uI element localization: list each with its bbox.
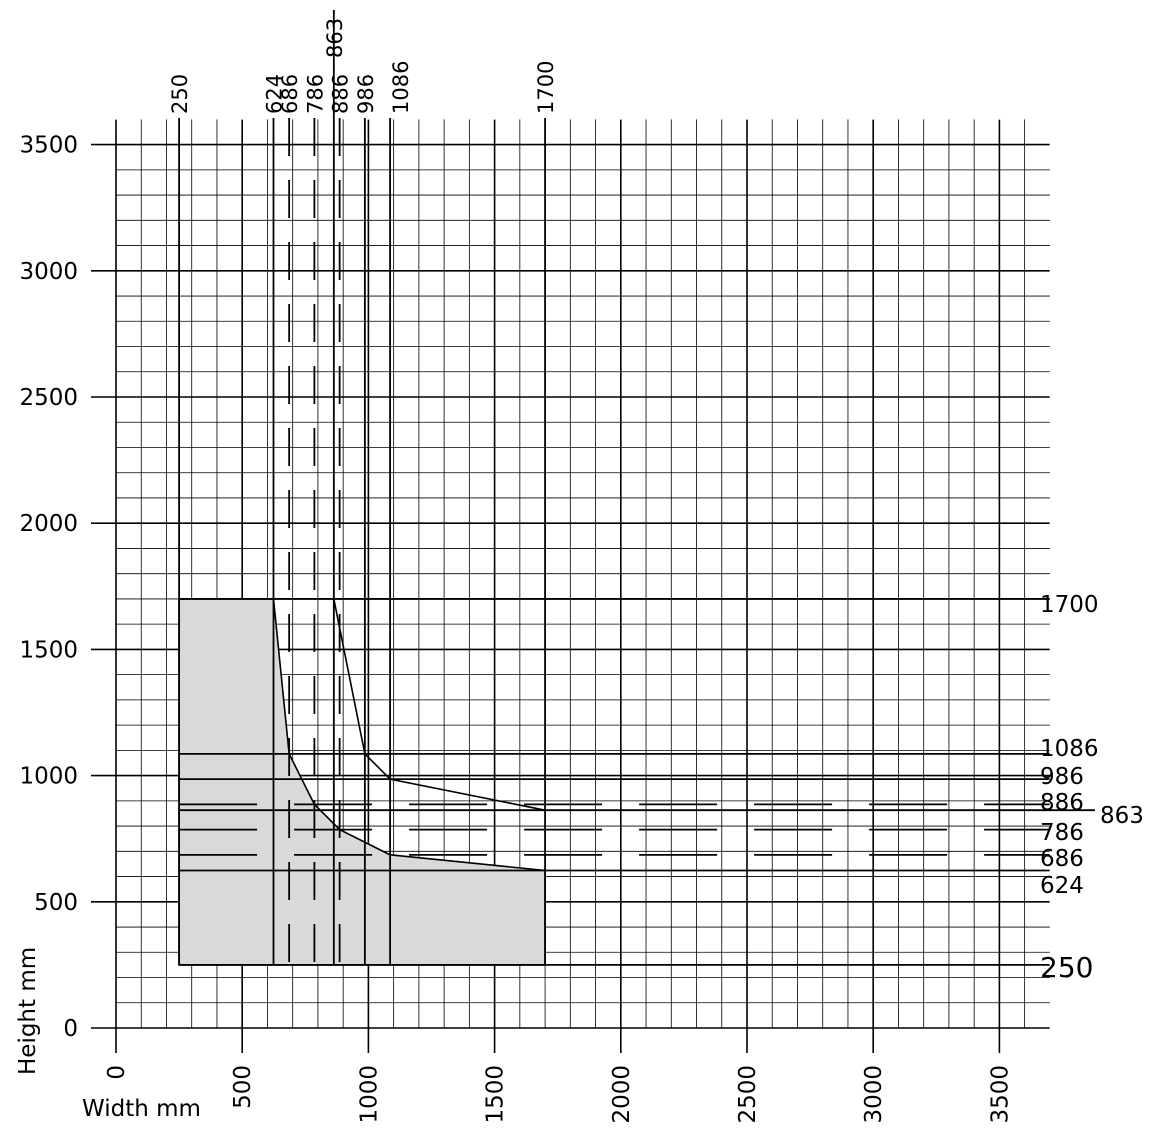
x-axis-label: Width mm [82,1096,201,1122]
shaded-region [178,598,546,966]
x-tick-label: 0 [104,1065,130,1080]
x-tick-label: 3500 [987,1065,1013,1124]
y-tick-label: 3000 [19,259,78,285]
x-tick-label: 1000 [356,1065,382,1124]
y-tick-label: 2000 [19,511,78,537]
right-marker-label: 624 [1040,873,1084,899]
shaded-region-group [178,598,546,966]
y-tick-label: 0 [63,1016,78,1042]
right-marker-label: 986 [1040,764,1084,790]
y-tick-label: 1500 [19,637,78,663]
top-marker-label: 863 [323,18,347,58]
y-tick-label: 2500 [19,385,78,411]
y-axis-label: Height mm [15,947,41,1075]
x-tick-label: 3000 [861,1065,887,1124]
x-tick-label: 500 [230,1065,256,1109]
right-marker-label: 1086 [1040,736,1099,762]
y-tick-label: 1000 [19,764,78,790]
top-marker-label: 786 [303,74,327,114]
top-marker-label: 986 [354,74,378,114]
top-marker-label: 686 [278,74,302,114]
outer-boundary-line [333,598,546,811]
tick-labels: 0 500 1000 1500 2000 2500 3000 3500 0 500 1000 1500… [19,133,1013,1124]
reference-lines [178,10,1095,966]
x-tick-label: 2500 [735,1065,761,1124]
x-tick-label: 1500 [483,1065,509,1124]
x-tick-label: 2000 [609,1065,635,1124]
top-marker-label: 1086 [389,61,413,114]
right-marker-label: 786 [1040,820,1084,846]
y-tick-label: 3500 [19,133,78,159]
right-marker-label: 886 [1040,790,1084,816]
top-marker-label: 624 [262,74,286,114]
y-tick-label: 500 [34,890,78,916]
top-marker-label: 250 [168,74,192,114]
right-marker-label: 686 [1040,846,1084,872]
right-marker-label: 1700 [1040,592,1099,618]
right-marker-label: 250 [1040,951,1093,984]
right-marker-label: 863 [1100,803,1144,829]
top-marker-label: 886 [329,74,353,114]
top-marker-label: 1700 [534,61,558,114]
